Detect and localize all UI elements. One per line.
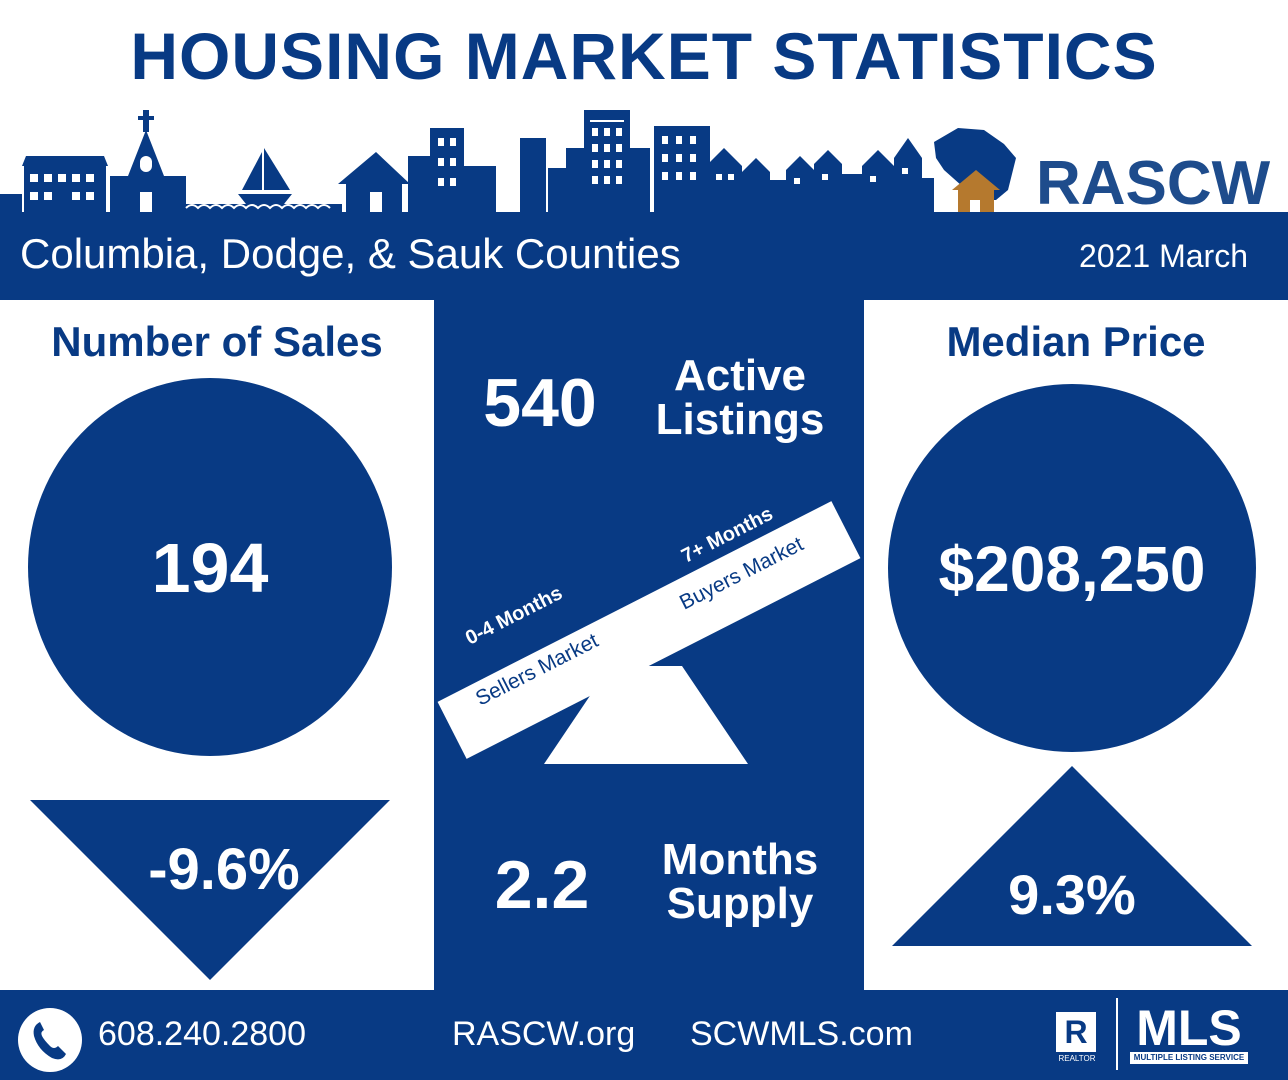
- logo-divider: [1116, 998, 1118, 1070]
- mls-logo: MLS: [1136, 1000, 1242, 1056]
- supply-label-line1: Months: [661, 835, 819, 884]
- realtor-text: REALTOR: [1058, 1054, 1096, 1063]
- median-change: 9.3%: [1008, 863, 1136, 926]
- region-banner: [0, 212, 1288, 300]
- phone-icon: [18, 1008, 82, 1072]
- phone-number[interactable]: 608.240.2800: [98, 1015, 306, 1053]
- median-heading: Median Price: [946, 318, 1206, 365]
- wisconsin-map-icon: [934, 128, 1016, 200]
- page-title: HOUSING MARKET STATISTICS: [130, 19, 1158, 93]
- sales-circle: [28, 378, 392, 756]
- median-circle: [888, 384, 1256, 752]
- brand-logo: RASCW: [1036, 149, 1271, 214]
- listings-label: Active Listings: [640, 354, 840, 442]
- supply-value: 2.2: [494, 847, 590, 923]
- scwmls-link[interactable]: SCWMLS.com: [690, 1015, 913, 1053]
- skyline-illustration: RASCW: [0, 110, 1271, 214]
- up-triangle-icon: [892, 766, 1252, 946]
- realtor-mark: R: [1064, 1014, 1088, 1050]
- median-value: $208,250: [938, 533, 1206, 605]
- region-name: Columbia, Dodge, & Sauk Counties: [20, 230, 681, 277]
- report-date: 2021 March: [1079, 238, 1248, 274]
- seesaw-board: [437, 501, 861, 759]
- realtor-logo: R: [1056, 1012, 1096, 1052]
- listings-value: 540: [483, 365, 597, 441]
- listings-label-line1: Active: [673, 351, 807, 400]
- mls-subtitle: MULTIPLE LISTING SERVICE: [1130, 1052, 1248, 1064]
- listings-label-line2: Listings: [655, 395, 825, 444]
- down-triangle-icon: [30, 800, 390, 980]
- sales-heading: Number of Sales: [51, 318, 383, 365]
- rascw-link[interactable]: RASCW.org: [452, 1015, 636, 1053]
- seesaw-icon: [437, 501, 861, 764]
- sales-value: 194: [151, 529, 269, 607]
- supply-label: Months Supply: [640, 838, 840, 926]
- supply-label-line2: Supply: [666, 879, 814, 928]
- sales-change: -9.6%: [148, 837, 300, 902]
